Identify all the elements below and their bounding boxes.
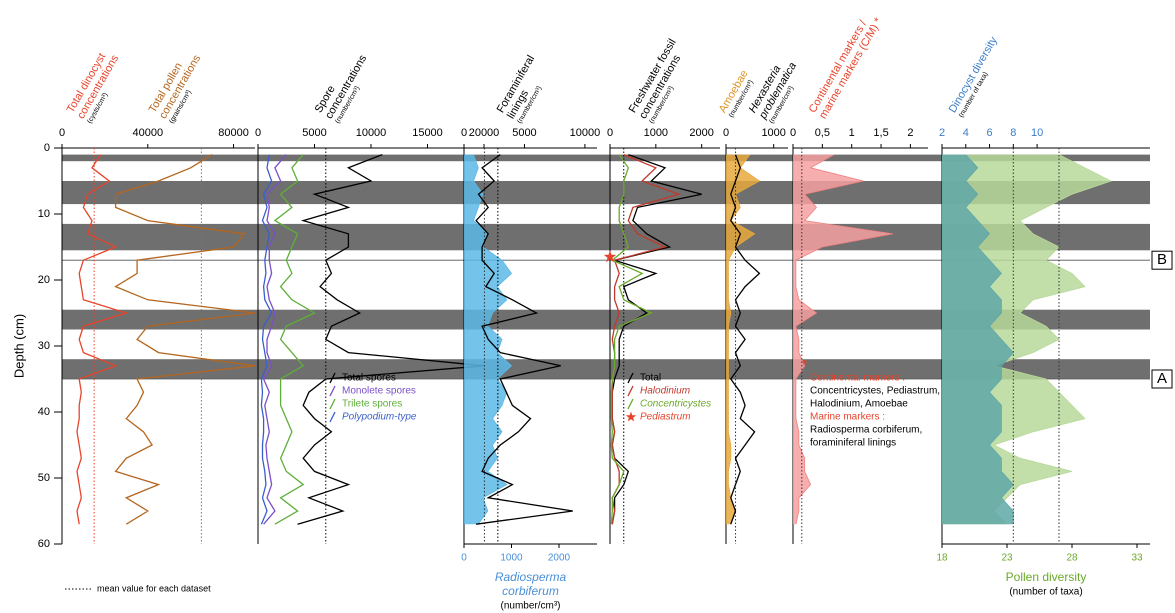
bottom-unit: (number/cm³): [500, 601, 560, 612]
y-tick-label: 10: [38, 208, 50, 220]
legend-label: Polypodium-type: [342, 412, 417, 423]
profile-line: [475, 154, 573, 525]
sediment-band: [62, 154, 1150, 162]
mean-legend-text: mean value for each dataset: [97, 583, 211, 593]
bottom-unit: (number of taxa): [1009, 587, 1082, 598]
x-tick-label: 2: [939, 127, 945, 139]
x-tick-label: 0: [790, 127, 796, 139]
profile-line: [297, 153, 485, 525]
legend-label: Total spores: [342, 373, 396, 384]
x-tick-label: 10000: [356, 127, 387, 139]
area-fill: [726, 154, 760, 525]
profile-line: [610, 154, 653, 525]
horizon-label: B: [1157, 251, 1167, 268]
profile-line: [273, 154, 316, 525]
note-line: Marine markers :: [810, 412, 885, 423]
x-tick-label: 33: [1131, 553, 1143, 564]
x-tick-label: 5000: [302, 127, 326, 139]
legend-symbol: [329, 372, 336, 384]
legend-symbol: [627, 385, 634, 397]
x-tick-label: 2000: [548, 553, 571, 564]
legend-label: Trilete spores: [342, 399, 402, 410]
x-tick-label: 0: [461, 553, 467, 564]
y-axis-title: Depth (cm): [11, 314, 26, 378]
bottom-title: Pollen diversity: [1006, 570, 1087, 584]
legend-label: Monolete spores: [342, 386, 416, 397]
x-tick-label: 1000: [761, 127, 785, 139]
x-tick-label: 1,5: [873, 127, 888, 139]
x-tick-label: 1000: [500, 553, 523, 564]
panel-title: Dinocyst diversity: [947, 34, 1000, 115]
horizon-box: [1151, 369, 1173, 389]
x-tick-label: 10000: [570, 127, 601, 139]
legend-label: Pediastrum: [640, 412, 691, 423]
x-tick-label: 15000: [412, 127, 443, 139]
profile-line: [76, 154, 129, 525]
x-tick-label: 0: [723, 127, 729, 139]
horizon-box: [1151, 250, 1173, 270]
profile-line: [728, 154, 761, 525]
x-tick-label: 28: [1066, 553, 1078, 564]
note-line: Halodinium, Amoebae: [810, 399, 908, 410]
note-mark: *: [802, 357, 808, 373]
star-marker: [603, 250, 617, 263]
profile-line: [473, 154, 513, 525]
y-tick-label: 0: [44, 142, 50, 154]
x-tick-label: 4: [963, 127, 969, 139]
area-fill: [793, 154, 893, 525]
legend-label: Total: [640, 373, 661, 384]
legend-label: Concentricystes: [640, 399, 711, 410]
note-line: Concentricystes, Pediastrum,: [810, 386, 940, 397]
y-tick-label: 30: [38, 340, 50, 352]
x-tick-label: 1: [849, 127, 855, 139]
x-tick-label: 0,5: [815, 127, 830, 139]
profile-line: [965, 154, 1014, 525]
y-tick-label: 60: [38, 538, 50, 550]
x-tick-label: 6: [986, 127, 992, 139]
profile-line: [992, 154, 1113, 525]
x-tick-label: 2: [907, 127, 913, 139]
legend-symbol: [627, 398, 634, 410]
sediment-band: [62, 181, 1150, 205]
x-tick-label: 80000: [218, 127, 249, 139]
y-tick-label: 20: [38, 274, 50, 286]
bottom-title: Radiosperma: [495, 570, 567, 584]
profile-line: [611, 153, 702, 525]
x-tick-label: 2000: [689, 127, 713, 139]
legend-label: Halodinium: [640, 386, 690, 397]
profile-line: [114, 154, 256, 525]
legend-symbol: [625, 411, 637, 422]
x-tick-label: 23: [1001, 553, 1013, 564]
legend-symbol: [329, 385, 336, 397]
bottom-title: corbiferum: [502, 584, 559, 598]
x-tick-label: 40000: [132, 127, 163, 139]
x-tick-label: 0: [461, 127, 467, 139]
x-tick-label: 0: [255, 127, 261, 139]
legend-symbol: [627, 372, 634, 384]
x-tick-label: 0: [59, 127, 65, 139]
x-tick-label: 10: [1031, 127, 1043, 139]
legend-symbol: [329, 411, 336, 423]
x-tick-label: 1000: [644, 127, 668, 139]
x-tick-label: 0: [607, 127, 613, 139]
legend-symbol: [329, 398, 336, 410]
x-tick-label: 20000: [469, 127, 500, 139]
y-tick-label: 40: [38, 406, 50, 418]
note-line: Continental markers :: [810, 373, 905, 384]
note-line: foraminiferal linings: [810, 438, 896, 449]
horizon-label: A: [1157, 370, 1167, 387]
note-line: Radiosperma corbiferum,: [810, 425, 922, 436]
x-tick-label: 5000: [512, 127, 536, 139]
profile-line: [262, 154, 287, 525]
x-tick-label: 8: [1010, 127, 1016, 139]
area-fill: [942, 154, 1014, 525]
profile-line: [260, 154, 273, 525]
y-tick-label: 50: [38, 472, 50, 484]
x-tick-label: 18: [936, 553, 948, 564]
profile-line: [795, 154, 893, 525]
profile-line: [729, 154, 761, 525]
